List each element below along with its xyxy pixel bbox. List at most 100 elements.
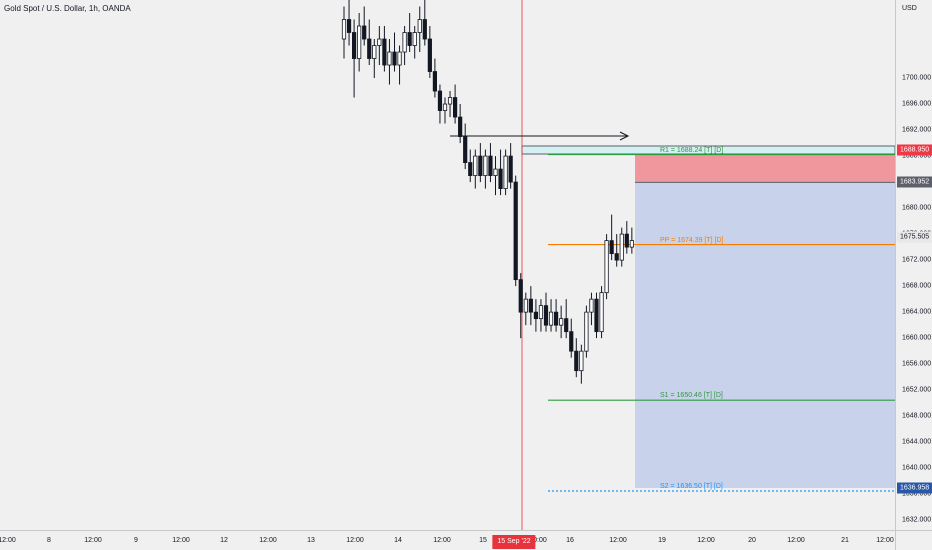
price-tick-label: 1648.000	[902, 412, 932, 420]
candle-body	[478, 155, 483, 176]
time-tick-label: 12:00	[346, 537, 364, 544]
time-tick-label: 12:00	[172, 537, 190, 544]
time-tick-label: 10:00	[529, 537, 547, 544]
price-tick-label: 1656.000	[902, 360, 932, 368]
candle-body	[629, 240, 634, 248]
price-tick-label: 1696.000	[902, 100, 932, 108]
candle-body	[523, 298, 528, 313]
candle-body	[579, 350, 584, 372]
candle-body	[357, 25, 362, 59]
time-tick-label: 20	[748, 537, 756, 544]
pivot-label-0: R1 = 1688.24 [T] [D]	[660, 146, 724, 154]
time-tick-label: 12:00	[84, 537, 102, 544]
candle-body	[442, 103, 448, 111]
currency-label: USD	[902, 5, 917, 12]
candle-body	[387, 51, 392, 66]
candle-body	[538, 305, 544, 320]
price-tick-label: 1652.000	[902, 386, 932, 394]
candle-body	[589, 298, 594, 313]
price-tick-label: 1640.000	[902, 464, 932, 472]
candle-body	[559, 318, 564, 326]
price-tick-label: 1644.000	[902, 438, 932, 446]
candle-body	[422, 19, 427, 40]
candle-body	[503, 155, 508, 189]
price-badge: 1675.505	[897, 231, 932, 243]
price-badge: 1683.952	[897, 176, 932, 188]
time-tick-label: 12:00	[433, 537, 451, 544]
price-tick-label: 1688.000	[902, 152, 932, 160]
price-tick-label: 1672.000	[902, 256, 932, 264]
candle-body	[412, 32, 417, 46]
cursor-time-badge: 15 Sep '22	[492, 535, 536, 549]
time-tick-label: 9	[134, 537, 138, 544]
candle-body	[417, 19, 422, 33]
time-tick-label: 12:00	[609, 537, 627, 544]
candle-body	[483, 155, 488, 176]
arrow-head-icon[interactable]	[619, 131, 630, 141]
candle-body	[382, 38, 387, 66]
candle-body	[574, 350, 579, 372]
candle-body	[609, 240, 614, 255]
time-tick-label: 21	[841, 537, 849, 544]
price-badge: 1636.958	[897, 482, 932, 494]
time-axis[interactable]: 12:00 8 12:00 9 12:00 12 12:00 13 12:00 14 12:00 15…	[0, 530, 895, 550]
candle-body	[599, 292, 604, 333]
time-tick-label: 12:00	[259, 537, 277, 544]
candle-body	[473, 155, 478, 176]
candle-body	[488, 155, 493, 176]
price-tick-label: 1636.000	[902, 490, 932, 498]
time-tick-label: 12:00	[697, 537, 715, 544]
time-tick-label: 12:00	[876, 537, 894, 544]
candle-body	[468, 162, 473, 176]
candle-body	[458, 116, 463, 137]
candle-body	[397, 51, 402, 66]
time-tick-label: 12:00	[787, 537, 805, 544]
candle-body	[543, 305, 549, 326]
price-tick-label: 1692.000	[902, 126, 932, 134]
candle-body	[624, 233, 629, 248]
price-badge: 1688.950	[897, 144, 932, 156]
price-tick-label: 1632.000	[902, 516, 932, 524]
symbol-title[interactable]: Gold Spot / U.S. Dollar, 1h, OANDA	[4, 4, 131, 13]
candle-body	[432, 71, 438, 92]
candle-body	[341, 19, 347, 40]
candle-body	[548, 311, 554, 326]
candle-body	[447, 97, 453, 105]
candle-body	[619, 233, 624, 261]
time-tick-label: 13	[307, 537, 315, 544]
candle-body	[463, 136, 468, 163]
take-profit-zone[interactable]	[635, 182, 895, 489]
candle-body	[427, 38, 432, 72]
price-axis[interactable]: USD 1700.0001696.0001692.0001688.0001684…	[895, 0, 932, 530]
candle-body	[614, 253, 619, 261]
time-tick-label: 8	[47, 537, 51, 544]
price-tick-label: 1668.000	[902, 282, 932, 290]
stop-loss-zone[interactable]	[635, 149, 895, 183]
candle-body	[533, 311, 539, 320]
candle-body	[604, 240, 609, 294]
candle-body	[564, 318, 569, 333]
candle-body	[407, 32, 412, 46]
time-tick-label: 19	[658, 537, 666, 544]
candle-body	[362, 25, 367, 40]
price-tick-label: 1660.000	[902, 334, 932, 342]
candle-body	[402, 32, 407, 53]
axis-corner	[895, 530, 932, 550]
price-tick-label: 1700.000	[902, 74, 932, 82]
candle-body	[346, 19, 352, 33]
plot-canvas[interactable]	[0, 0, 895, 530]
price-tick-label: 1664.000	[902, 308, 932, 316]
candle-body	[508, 155, 513, 183]
price-tick-label: 1680.000	[902, 204, 932, 212]
candle-body	[493, 168, 498, 176]
candle-body	[452, 97, 458, 118]
time-tick-label: 12:00	[0, 537, 16, 544]
candle-body	[594, 298, 599, 333]
pivot-label-3: S2 = 1636.50 [T] [D]	[660, 482, 723, 490]
pivot-label-2: S1 = 1650.46 [T] [D]	[660, 392, 723, 400]
candle-body	[569, 331, 574, 352]
candle-body	[351, 32, 357, 59]
candle-body	[554, 311, 559, 326]
pivot-label-1: PP = 1674.39 [T] [D]	[660, 236, 724, 244]
